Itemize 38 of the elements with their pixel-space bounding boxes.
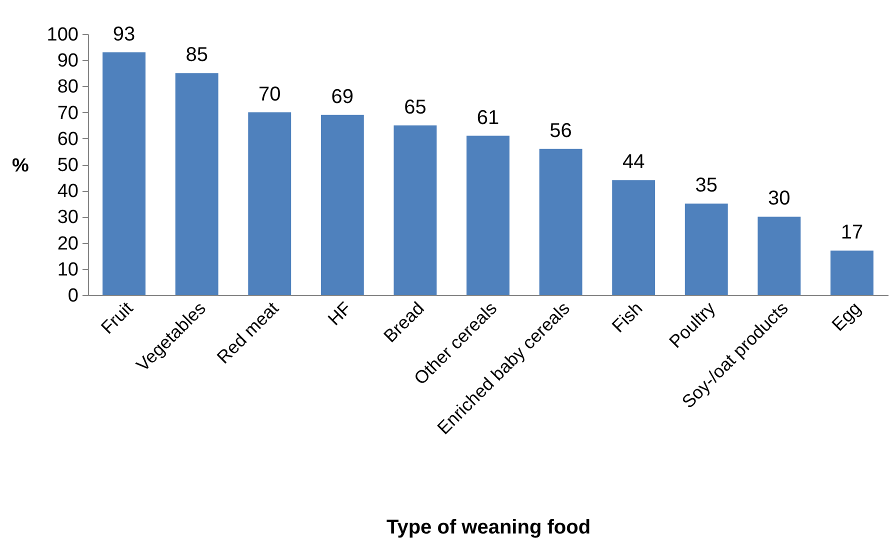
x-axis-title: Type of weaning food bbox=[386, 516, 591, 538]
data-label: 44 bbox=[622, 151, 645, 174]
bar bbox=[320, 114, 364, 295]
x-tick-label: HF bbox=[324, 298, 356, 330]
data-label: 65 bbox=[404, 96, 426, 118]
bar bbox=[175, 73, 218, 295]
data-label: 93 bbox=[112, 23, 136, 46]
data-label: 69 bbox=[331, 86, 354, 108]
bar bbox=[758, 216, 801, 295]
y-axis-title: % bbox=[12, 156, 30, 176]
bar bbox=[248, 112, 292, 295]
x-tick-label: Fish bbox=[608, 298, 646, 336]
data-label: 85 bbox=[186, 44, 208, 66]
bar bbox=[684, 204, 728, 295]
bar bbox=[466, 136, 510, 295]
data-label: 56 bbox=[550, 120, 572, 142]
y-tick-label: 50 bbox=[57, 155, 78, 176]
y-tick-label: 10 bbox=[57, 259, 78, 280]
data-label: 17 bbox=[840, 222, 864, 244]
y-tick-label: 60 bbox=[57, 128, 78, 150]
bar bbox=[102, 52, 146, 295]
y-tick-label: 30 bbox=[57, 207, 78, 228]
x-tick-label: Egg bbox=[828, 298, 865, 335]
data-label: 70 bbox=[258, 83, 281, 106]
y-tick-label: 40 bbox=[57, 181, 78, 202]
y-tick-label: 20 bbox=[57, 233, 78, 254]
y-tick-label: 80 bbox=[57, 76, 78, 98]
y-tick-label: 90 bbox=[57, 50, 78, 72]
bar bbox=[612, 180, 656, 295]
y-tick-label: 70 bbox=[57, 102, 78, 124]
data-label: 35 bbox=[695, 174, 718, 197]
bar bbox=[539, 148, 582, 295]
bar bbox=[394, 125, 437, 295]
y-tick-label: 0 bbox=[68, 286, 78, 306]
data-label: 61 bbox=[476, 106, 500, 129]
data-label: 30 bbox=[768, 188, 790, 210]
y-tick-label: 100 bbox=[46, 24, 78, 46]
bar bbox=[830, 250, 874, 295]
